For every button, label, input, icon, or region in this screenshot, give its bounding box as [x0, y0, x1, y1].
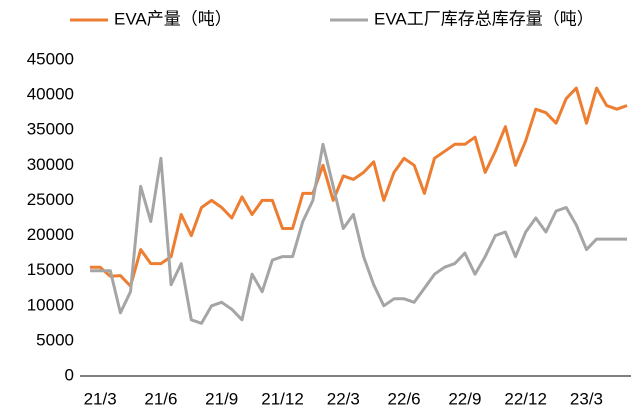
x-tick-label: 21/9 [205, 389, 238, 408]
x-tick-label: 21/6 [144, 389, 177, 408]
y-tick-label: 25000 [27, 190, 74, 209]
y-tick-label: 0 [65, 365, 74, 384]
y-tick-label: 20000 [27, 225, 74, 244]
series-line [90, 142, 627, 325]
x-tick-label: 23/3 [570, 389, 603, 408]
x-tick-label: 21/12 [261, 389, 304, 408]
y-tick-label: 45000 [27, 49, 74, 68]
y-tick-label: 35000 [27, 120, 74, 139]
x-tick-label: 22/12 [504, 389, 547, 408]
x-tick-label: 21/3 [84, 389, 117, 408]
legend-label: EVA工厂库存总库存量（吨） [374, 9, 594, 28]
y-tick-label: 10000 [27, 295, 74, 314]
x-tick-label: 22/3 [327, 389, 360, 408]
y-tick-label: 15000 [27, 260, 74, 279]
x-tick-label: 22/6 [388, 389, 421, 408]
y-tick-label: 5000 [36, 330, 74, 349]
series-line [90, 86, 628, 288]
y-tick-label: 30000 [27, 155, 74, 174]
y-tick-label: 40000 [27, 85, 74, 104]
legend-label: EVA产量（吨） [114, 9, 232, 28]
x-tick-label: 22/9 [448, 389, 481, 408]
